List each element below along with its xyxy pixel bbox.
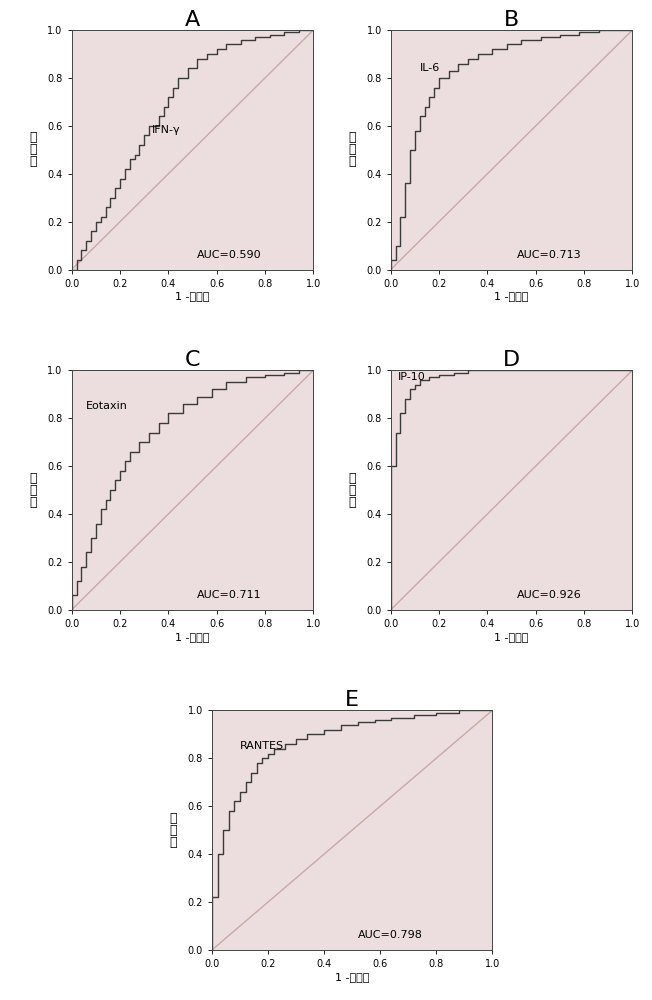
Title: A: A [185,10,200,30]
Text: IP-10: IP-10 [398,372,426,382]
Text: AUC=0.798: AUC=0.798 [358,930,422,940]
Text: AUC=0.711: AUC=0.711 [198,590,262,600]
Text: AUC=0.926: AUC=0.926 [516,590,581,600]
X-axis label: 1 -特异性: 1 -特异性 [175,291,210,301]
X-axis label: 1 -特异性: 1 -特异性 [494,632,529,642]
Title: D: D [503,350,520,370]
Text: AUC=0.713: AUC=0.713 [516,250,581,260]
Text: Eotaxin: Eotaxin [86,401,128,411]
Title: E: E [345,690,359,710]
Text: IFN-γ: IFN-γ [151,125,180,135]
Title: C: C [185,350,200,370]
Text: AUC=0.590: AUC=0.590 [198,250,262,260]
Y-axis label: 敏
感
度: 敏 感 度 [349,131,356,168]
Title: B: B [504,10,519,30]
Y-axis label: 敏
感
度: 敏 感 度 [349,472,356,509]
X-axis label: 1 -特异性: 1 -特异性 [335,972,369,982]
Y-axis label: 敏
感
度: 敏 感 度 [30,131,37,168]
Text: IL-6: IL-6 [420,63,440,73]
Y-axis label: 敏
感
度: 敏 感 度 [30,472,37,509]
Text: RANTES: RANTES [240,741,284,751]
X-axis label: 1 -特异性: 1 -特异性 [175,632,210,642]
Y-axis label: 敏
感
度: 敏 感 度 [170,812,177,849]
X-axis label: 1 -特异性: 1 -特异性 [494,291,529,301]
